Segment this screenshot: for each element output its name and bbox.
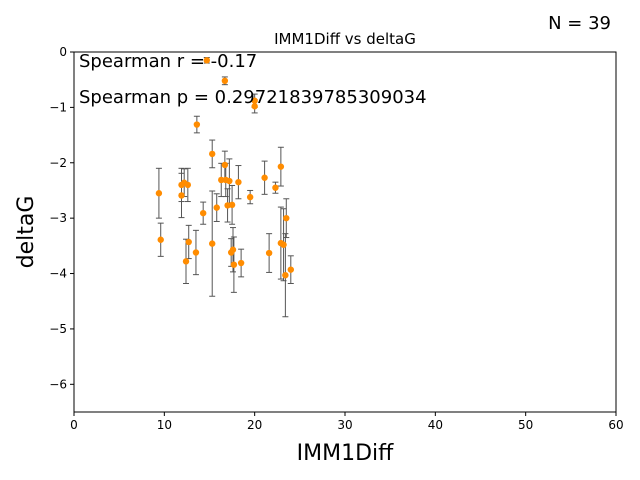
data-point — [261, 174, 268, 181]
data-point — [277, 163, 285, 170]
data-point — [221, 161, 229, 169]
data-point — [265, 249, 273, 257]
data-point — [235, 178, 242, 186]
x-tick-label: 60 — [608, 418, 623, 432]
data-point — [246, 193, 254, 201]
data-point — [251, 97, 258, 104]
data-point — [283, 214, 290, 222]
data-point — [218, 176, 225, 184]
x-tick-label: 40 — [428, 418, 443, 432]
y-tick-label: −6 — [49, 377, 67, 391]
spearman-p-annotation: Spearman p = 0.29721839785309034 — [79, 87, 427, 108]
data-point — [203, 57, 210, 64]
chart-title: IMM1Diff vs deltaG — [274, 30, 416, 48]
data-point — [229, 246, 237, 253]
data-point — [228, 201, 236, 209]
data-point — [193, 121, 201, 128]
y-tick-label: −4 — [49, 267, 67, 281]
y-axis-label: deltaG — [14, 196, 39, 269]
x-axis-label: IMM1Diff — [297, 441, 395, 466]
data-point — [237, 259, 245, 267]
data-point — [192, 249, 200, 256]
x-tick-label: 50 — [518, 418, 533, 432]
spearman-r-annotation: Spearman r = -0.17 — [79, 51, 257, 72]
y-tick-label: −5 — [49, 322, 67, 336]
y-tick-label: −3 — [49, 211, 67, 225]
x-tick-label: 0 — [70, 418, 78, 432]
data-point — [209, 150, 216, 158]
data-point — [155, 190, 163, 197]
data-point — [280, 241, 287, 248]
data-point — [182, 258, 190, 265]
x-tick-label: 30 — [337, 418, 352, 432]
data-point — [157, 236, 164, 243]
data-point — [226, 177, 233, 185]
y-tick-label: 0 — [59, 45, 67, 59]
data-point — [184, 181, 192, 189]
y-tick-label: −1 — [49, 100, 67, 114]
data-point — [178, 192, 185, 199]
data-point — [185, 238, 192, 246]
data-point — [199, 209, 207, 217]
sample-count-label: N = 39 — [548, 13, 611, 34]
data-point — [251, 103, 258, 110]
y-tick-label: −2 — [49, 156, 67, 170]
data-point — [213, 204, 220, 211]
plot-frame — [73, 51, 617, 413]
data-points — [155, 57, 294, 279]
data-point — [221, 77, 229, 85]
data-point — [287, 266, 294, 273]
axis-ticks: 0 10 20 30 40 50 60 0 −1 −2 −3 −4 −5 −6 — [49, 45, 623, 432]
data-point — [282, 272, 289, 279]
x-tick-label: 20 — [247, 418, 262, 432]
data-point — [230, 261, 238, 268]
data-point — [209, 240, 216, 247]
data-point — [272, 184, 279, 191]
x-tick-label: 10 — [157, 418, 172, 432]
